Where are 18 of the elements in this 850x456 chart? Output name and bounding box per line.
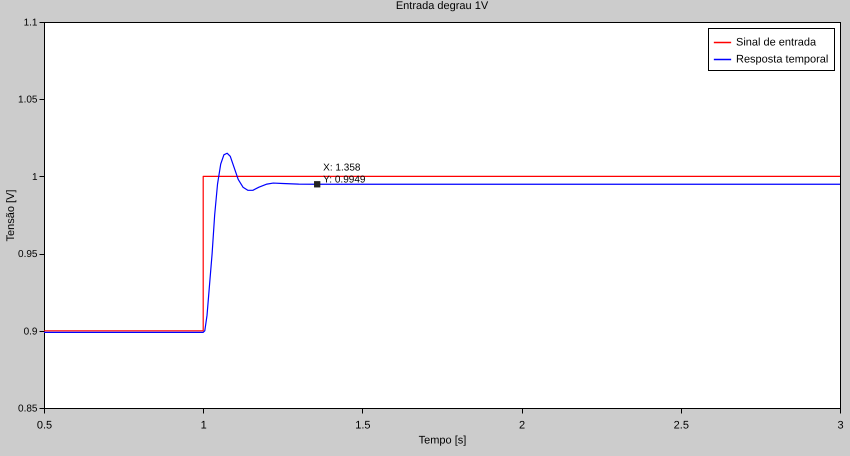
legend-label: Resposta temporal bbox=[736, 54, 828, 66]
y-tick-label: 0.85 bbox=[18, 404, 38, 414]
x-tick-label: 2.5 bbox=[674, 420, 689, 432]
annotation: X: 1.358 Y: 0.9949 bbox=[323, 162, 366, 186]
chart-title: Entrada degrau 1V bbox=[396, 0, 489, 12]
y-tick-label: 1 bbox=[32, 172, 38, 183]
y-tick-label: 1.1 bbox=[24, 18, 38, 28]
x-tick-label: 3 bbox=[837, 420, 844, 432]
x-tick-label: 1 bbox=[200, 420, 207, 432]
y-axis-title: Tensão [V] bbox=[5, 190, 18, 242]
x-tick-label: 2 bbox=[519, 420, 526, 432]
y-tick-label: 0.95 bbox=[18, 249, 38, 260]
x-axis-title: Tempo [s] bbox=[418, 434, 466, 446]
legend-label: Sinal de entrada bbox=[736, 36, 817, 48]
y-tick-label: 1.05 bbox=[18, 94, 38, 106]
x-tick-label: 1.5 bbox=[355, 420, 371, 432]
x-tick-label: 0.5 bbox=[36, 420, 52, 432]
y-tick-label: 0.9 bbox=[24, 326, 38, 338]
